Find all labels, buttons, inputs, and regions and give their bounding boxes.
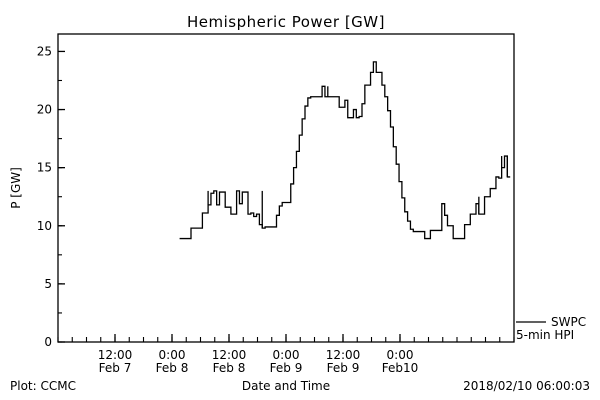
legend-label-line2: 5-min HPI — [516, 328, 574, 342]
legend: SWPC 5-min HPI — [516, 315, 586, 342]
y-tick-label: 0 — [44, 335, 52, 349]
plot-frame — [57, 33, 515, 343]
x-tick-label-date: Feb 9 — [270, 361, 303, 375]
x-tick-label-time: 12:00 — [98, 348, 133, 362]
data-line — [179, 61, 511, 240]
y-axis: 0 5 10 15 20 25 — [37, 44, 65, 349]
data-series-group — [179, 61, 511, 240]
x-tick-label-date: Feb 9 — [327, 361, 360, 375]
x-tick-label-time: 12:00 — [212, 348, 247, 362]
y-tick-label: 20 — [37, 103, 52, 117]
x-axis-title: Date and Time — [242, 379, 330, 393]
footer-timestamp: 2018/02/10 06:00:03 — [463, 379, 590, 393]
x-tick-label-date: Feb 7 — [99, 361, 132, 375]
x-tick-label-date: Feb 8 — [156, 361, 189, 375]
x-tick-label-time: 0:00 — [273, 348, 300, 362]
chart-title: Hemispheric Power [GW] — [187, 13, 385, 31]
x-tick-label-date: Feb10 — [382, 361, 419, 375]
y-tick-label: 15 — [37, 161, 52, 175]
x-tick-label-time: 12:00 — [326, 348, 361, 362]
x-tick-label-date: Feb 8 — [213, 361, 246, 375]
x-tick-label-time: 0:00 — [387, 348, 414, 362]
y-tick-label: 25 — [37, 44, 52, 58]
y-tick-label: 5 — [44, 277, 52, 291]
y-tick-label: 10 — [37, 219, 52, 233]
legend-label-line1: SWPC — [551, 315, 586, 329]
y-axis-title: P [GW] — [9, 167, 23, 209]
x-tick-label-time: 0:00 — [159, 348, 186, 362]
footer-plot-source: Plot: CCMC — [10, 379, 76, 393]
